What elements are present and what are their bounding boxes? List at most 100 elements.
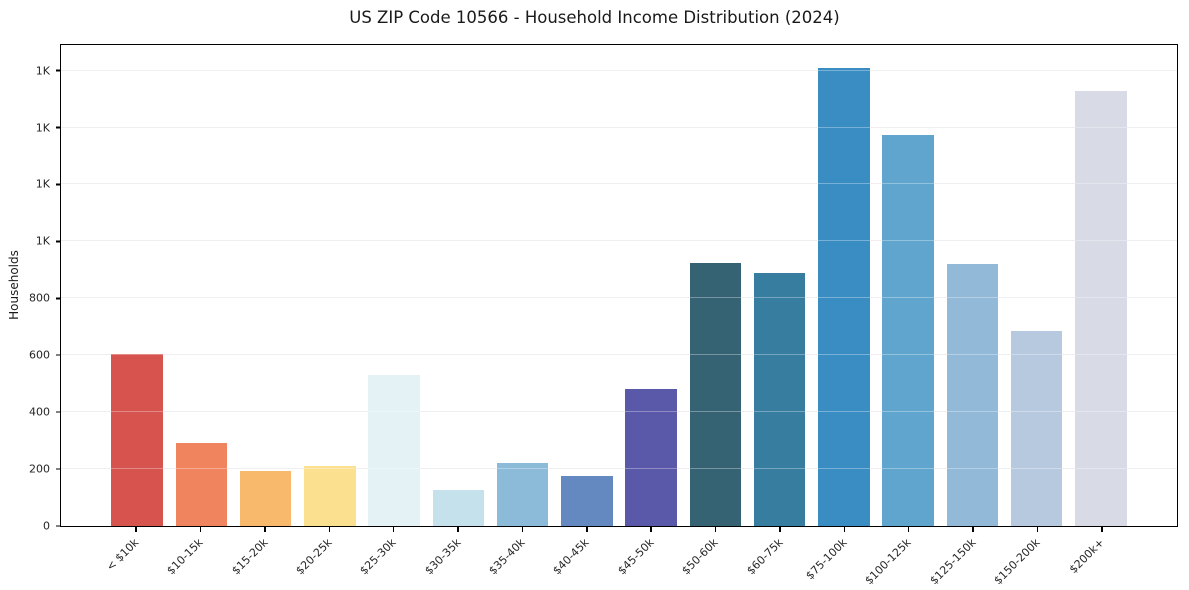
y-tick: 1K — [36, 121, 61, 134]
y-tick-label: 0 — [43, 519, 50, 533]
y-tick: 1K — [36, 235, 61, 248]
gridline-overlay — [61, 411, 1177, 413]
x-tick-mark — [135, 527, 137, 532]
bar-slot — [940, 45, 1004, 526]
bar-slot — [748, 45, 812, 526]
y-tick: 200 — [29, 463, 61, 476]
y-tick: 800 — [29, 292, 61, 305]
y-tick: 600 — [29, 349, 61, 362]
bars-row — [61, 45, 1177, 526]
gridline-overlay — [61, 354, 1177, 356]
chart-title: US ZIP Code 10566 - Household Income Dis… — [349, 8, 840, 27]
x-tick-label: $35-40k — [486, 536, 528, 578]
gridline — [61, 411, 1177, 413]
gridline — [61, 354, 1177, 356]
x-tick-label: $200k+ — [1066, 536, 1108, 577]
y-tick: 1K — [36, 64, 61, 77]
bar-$15-20k — [239, 470, 292, 526]
bar-< $10k — [111, 353, 163, 526]
y-tick-label: 400 — [29, 405, 50, 419]
x-tick-mark — [264, 527, 266, 532]
x-tick-label: $75-100k — [803, 536, 850, 583]
x-tick-mark — [392, 527, 395, 532]
y-tick-label: 1K — [35, 64, 50, 78]
bar-$100-125k — [882, 134, 934, 526]
y-tick-mark — [56, 297, 61, 300]
bar-slot — [426, 45, 490, 526]
bar-slot — [683, 45, 747, 526]
y-tick-mark — [56, 126, 61, 129]
x-tick-mark — [586, 527, 588, 532]
bar-slot — [169, 45, 233, 526]
bar-$35-40k — [496, 463, 549, 526]
gridline-overlay — [61, 297, 1177, 299]
y-tick: 400 — [29, 406, 61, 419]
bar-slot — [812, 45, 876, 526]
x-tick-label: $30-35k — [421, 536, 464, 578]
gridline — [61, 468, 1177, 470]
x-tick-label: $15-20k — [228, 536, 271, 578]
gridline-overlay — [61, 240, 1177, 242]
x-tick-label: $20-25k — [293, 536, 335, 578]
y-tick-label: 1K — [35, 177, 50, 191]
y-tick: 1K — [36, 178, 61, 191]
gridline-overlay — [61, 69, 1177, 71]
y-tick-label: 200 — [29, 462, 50, 476]
bar-$45-50k — [625, 389, 677, 526]
x-tick-label: $45-50k — [615, 536, 657, 578]
y-tick-label: 1K — [35, 121, 50, 135]
x-tick-mark — [650, 527, 652, 532]
y-tick-mark — [56, 468, 61, 470]
plot-area: 0 200 400 600 800 1K 1K 1K 1K — [29, 44, 1178, 533]
y-tick-mark — [56, 525, 61, 527]
y-tick-label: 600 — [29, 348, 50, 362]
bar-slot — [555, 45, 619, 526]
y-tick-mark — [56, 240, 61, 243]
bar-$25-30k — [368, 375, 420, 526]
x-tick-mark — [972, 527, 974, 532]
gridline — [61, 126, 1177, 128]
bar-slot — [234, 45, 298, 526]
x-tick-mark — [328, 527, 331, 532]
y-tick-mark — [56, 354, 61, 356]
x-tick-mark — [843, 527, 846, 532]
bar-$75-100k — [818, 67, 870, 526]
gridline — [61, 297, 1177, 299]
bar-$30-35k — [432, 490, 485, 526]
x-tick-label: $150-200k — [991, 536, 1043, 588]
x-tick-label: $25-30k — [357, 536, 399, 578]
bar-slot — [876, 45, 940, 526]
x-tick-label: $125-150k — [927, 536, 979, 588]
bar-slot — [1005, 45, 1069, 526]
x-tick-mark — [1036, 527, 1039, 532]
bar-$20-25k — [304, 466, 356, 526]
bar-slot — [619, 45, 683, 526]
y-tick-label: 800 — [29, 291, 50, 305]
bar-$200k+ — [1075, 90, 1127, 526]
gridline — [61, 183, 1177, 185]
x-tick-label: $60-75k — [743, 536, 786, 578]
bar-$10-15k — [175, 443, 228, 526]
gridline — [61, 69, 1177, 71]
bar-$125-150k — [946, 264, 999, 526]
x-tick-mark — [907, 527, 910, 532]
x-tick-label: $50-60k — [679, 536, 721, 578]
y-tick-mark — [56, 183, 61, 186]
bar-slot — [298, 45, 362, 526]
gridline-overlay — [61, 468, 1177, 470]
x-tick-mark — [714, 527, 717, 532]
y-tick-mark — [56, 69, 61, 72]
y-tick-label: 1K — [35, 234, 50, 248]
x-tick-mark — [1101, 527, 1103, 532]
x-tick-mark — [521, 527, 524, 532]
x-tick-label: < $10k — [103, 536, 142, 574]
bar-slot — [105, 45, 169, 526]
x-tick-mark — [457, 527, 459, 532]
y-tick-mark — [56, 411, 61, 413]
bar-$40-45k — [561, 476, 613, 526]
x-tick-label: $40-45k — [550, 536, 593, 578]
bar-slot — [1069, 45, 1133, 526]
gridline-overlay — [61, 183, 1177, 185]
gridline — [61, 240, 1177, 242]
x-tick-label: $100-125k — [862, 536, 914, 588]
